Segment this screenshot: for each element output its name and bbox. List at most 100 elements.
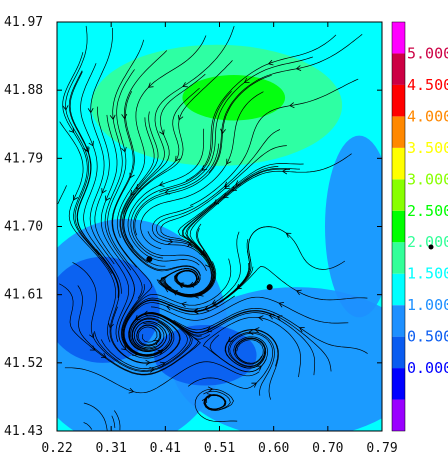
streamline [202, 316, 301, 378]
colorbar-swatch [392, 84, 405, 117]
colorbar-swatch [392, 53, 405, 85]
streamline-arrowhead [188, 281, 195, 288]
streamline-arrowhead [175, 155, 181, 162]
streamline-arrowhead [108, 322, 114, 329]
streamline [107, 69, 143, 299]
streamline [189, 153, 352, 258]
streamline-arrowhead [159, 361, 166, 368]
streamline [140, 91, 264, 250]
streamline [150, 310, 332, 372]
streamline-arrowhead [295, 289, 302, 296]
field-region [182, 75, 286, 121]
streamline-arrowhead [121, 146, 127, 153]
streamline [227, 331, 275, 396]
streamline [178, 266, 368, 313]
plot-area: x [56, 21, 383, 432]
colorbar-swatch [392, 305, 405, 337]
streamline [57, 185, 67, 205]
streamline [160, 145, 287, 266]
streamlines [57, 25, 368, 431]
streamline [143, 312, 316, 376]
colorbar-label: 4.000 [407, 107, 448, 125]
y-tick-label: 41.43 [4, 424, 43, 439]
streamline-arrowhead [267, 59, 274, 66]
streamline [80, 63, 122, 294]
streamline-arrowhead [158, 181, 165, 187]
streamline-arrowhead [89, 332, 95, 339]
streamline-arrowhead [147, 82, 154, 88]
streamline-arrowhead [201, 397, 208, 404]
y-tick-label: 41.88 [4, 83, 43, 98]
colorbar-swatch [392, 273, 405, 306]
streamline-arrowhead [132, 350, 138, 356]
streamline [111, 415, 116, 428]
colorbar-swatch [392, 336, 405, 369]
x-axis: 0.22 0.31 0.41 0.51 0.60 0.70 0.79 [41, 22, 398, 456]
colorbar-label: 2.000 [407, 233, 448, 251]
colorbar-swatch [392, 22, 405, 54]
colorbar-swatch [392, 147, 405, 180]
streamline [112, 91, 153, 310]
colorbar-label: 4.500 [407, 76, 448, 94]
streamline [72, 262, 193, 372]
streamline-arrowhead [121, 113, 128, 120]
streamline-arrowhead [281, 168, 288, 175]
colorbar-label: 1.500 [407, 265, 448, 283]
streamline-arrowhead [254, 327, 260, 333]
streamline-arrowhead [251, 382, 258, 388]
y-tick-label: 41.61 [4, 288, 43, 303]
colorbar-label: 1.000 [407, 296, 448, 314]
streamline [150, 296, 349, 324]
streamline [130, 90, 232, 259]
streamline [208, 34, 363, 174]
streamline [127, 128, 205, 266]
station-dot-marker [266, 284, 273, 291]
streamline [122, 25, 235, 214]
streamline-arrowhead [87, 108, 94, 114]
colorbar-swatch [392, 210, 405, 243]
streamline-arrowhead [278, 302, 285, 308]
streamline-arrowhead [168, 238, 174, 245]
streamline [123, 60, 233, 248]
streamline [89, 27, 115, 265]
colorbar-label: 0.000 [407, 359, 448, 377]
streamline [110, 306, 180, 364]
streamline [119, 117, 201, 284]
streamline-arrowhead [145, 359, 151, 366]
streamline-arrowhead [164, 287, 171, 293]
streamline-arrowhead [193, 292, 199, 299]
streamline-arrowhead [73, 194, 79, 201]
streamline-arrowhead [121, 344, 127, 351]
streamline-arrowhead [258, 315, 264, 322]
colorbar-label: 2.500 [407, 202, 448, 220]
x-tick-label: 0.41 [150, 441, 181, 456]
streamline-arrowhead [295, 65, 302, 71]
streamline-arrowhead [220, 128, 226, 135]
x-tick-label: 0.22 [41, 441, 72, 456]
colorbar-dot-marker [428, 244, 434, 250]
streamline-arrowhead [109, 114, 116, 121]
y-tick-label: 41.97 [4, 15, 43, 30]
streamline-arrowhead [88, 140, 94, 147]
streamline [122, 231, 241, 356]
x-tick-label: 0.51 [204, 441, 235, 456]
streamline-arrowhead [177, 114, 184, 121]
streamline-arrowhead [164, 189, 170, 195]
field-region [324, 135, 382, 318]
streamline-arrowhead [153, 339, 159, 346]
streamline [111, 50, 168, 268]
streamline [59, 283, 201, 376]
streamline [83, 422, 93, 430]
streamline-arrowhead [207, 386, 214, 393]
streamline [178, 168, 291, 296]
streamline [120, 283, 173, 357]
streamline [62, 52, 113, 274]
y-tick-label: 41.52 [4, 356, 43, 371]
streamline-arrowhead [159, 129, 165, 136]
colorbar: 0.000 0.500 1.000 1.500 2.000 2.500 3.000 3.500… [391, 21, 448, 432]
streamline [155, 129, 281, 257]
streamline [173, 307, 368, 354]
streamline [94, 106, 130, 343]
streamline-arrowhead [101, 352, 107, 358]
